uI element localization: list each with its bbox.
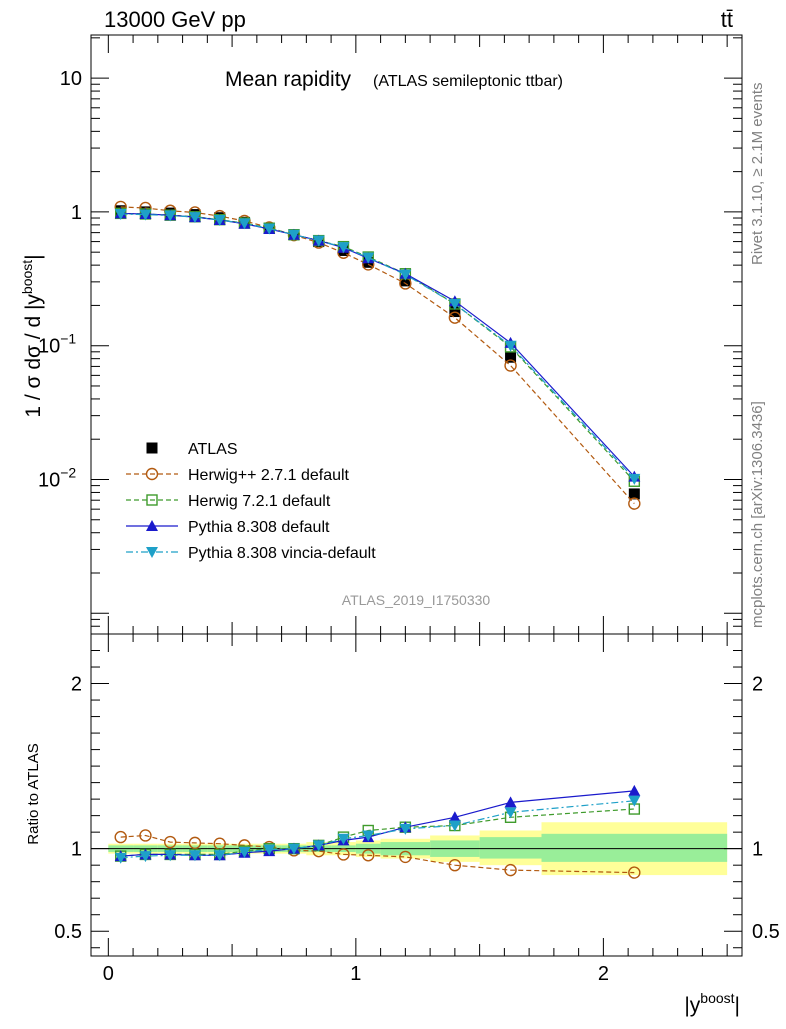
y-tick-label: 2 bbox=[71, 674, 82, 696]
data-point bbox=[238, 846, 251, 858]
process-label: tt̄ bbox=[721, 7, 733, 32]
data-point bbox=[312, 840, 325, 852]
legend-marker-1 bbox=[145, 467, 159, 481]
data-point bbox=[399, 823, 412, 835]
series-line-3 bbox=[120, 800, 635, 859]
x-tick-label: 1 bbox=[350, 963, 361, 985]
main-axis-ticks: 10 1 10−1 10−2 bbox=[38, 35, 742, 635]
y-tick-label: 10 bbox=[60, 68, 82, 90]
data-point bbox=[399, 850, 412, 864]
data-point bbox=[628, 497, 641, 510]
data-point bbox=[114, 208, 127, 220]
data-point bbox=[504, 359, 517, 372]
legend-label-1: Herwig++ 2.7.1 default bbox=[188, 467, 350, 484]
y-tick-label-right: 2 bbox=[752, 674, 763, 696]
data-point bbox=[213, 850, 226, 862]
data-point bbox=[263, 223, 276, 235]
data-point bbox=[213, 214, 226, 226]
y-tick-label: 1 bbox=[71, 202, 82, 224]
y-tick-label: 1 bbox=[71, 839, 82, 861]
legend-marker-0 bbox=[146, 442, 158, 454]
data-point bbox=[628, 866, 641, 879]
data-point bbox=[448, 858, 462, 872]
uncertainty-band-inner bbox=[541, 833, 728, 862]
rivet-label: Rivet 3.1.10, ≥ 2.1M events bbox=[749, 83, 766, 266]
legend-label-2: Herwig 7.2.1 default bbox=[188, 493, 331, 510]
data-point bbox=[164, 850, 177, 862]
data-point bbox=[628, 784, 641, 796]
data-point bbox=[448, 311, 462, 324]
main-subtitle: (ATLAS semileptonic ttbar) bbox=[373, 73, 563, 90]
data-point bbox=[188, 850, 201, 862]
data-point bbox=[628, 473, 641, 485]
ratio-axis-ticks: 2 2 1 1 0.5 0.5 0 1 2 bbox=[54, 634, 780, 985]
data-point bbox=[628, 795, 641, 807]
data-point bbox=[628, 488, 640, 500]
data-point bbox=[448, 820, 461, 832]
data-point bbox=[504, 863, 517, 877]
data-point bbox=[114, 830, 127, 844]
data-point bbox=[337, 848, 350, 861]
data-point bbox=[139, 209, 152, 221]
data-point bbox=[238, 218, 251, 230]
data-point bbox=[362, 849, 375, 862]
ratio-panel: 2 2 1 1 0.5 0.5 0 1 2 Ratio to ATLAS |yboost| bbox=[25, 633, 780, 1017]
mcplots-label: mcplots.cern.ch [arXiv:1306.3436] bbox=[749, 401, 766, 628]
data-point bbox=[164, 210, 177, 222]
data-point bbox=[139, 851, 152, 863]
data-point bbox=[164, 835, 177, 849]
y-tick-label-right: 0.5 bbox=[752, 921, 780, 943]
data-point bbox=[114, 852, 127, 864]
legend-label-0: ATLAS bbox=[188, 441, 238, 458]
data-point bbox=[263, 844, 276, 856]
series-line-4 bbox=[120, 213, 635, 480]
ratio-y-axis-label: Ratio to ATLAS bbox=[25, 743, 42, 844]
data-point bbox=[139, 829, 152, 842]
data-point bbox=[337, 242, 350, 254]
x-axis-label: |yboost| bbox=[684, 990, 740, 1017]
collision-label: 13000 GeV pp bbox=[104, 7, 246, 32]
data-point bbox=[362, 252, 375, 264]
data-point bbox=[399, 275, 411, 287]
data-point bbox=[504, 796, 517, 808]
uncertainty-band-inner bbox=[479, 837, 542, 859]
legend-marker-2 bbox=[146, 494, 158, 506]
x-tick-label: 0 bbox=[103, 963, 114, 985]
data-point bbox=[287, 843, 300, 855]
data-point bbox=[362, 830, 375, 842]
data-point bbox=[448, 298, 461, 310]
data-point bbox=[505, 351, 517, 363]
data-point bbox=[448, 811, 461, 823]
data-point bbox=[504, 340, 517, 352]
watermark: ATLAS_2019_I1750330 bbox=[342, 592, 491, 608]
y-tick-label-right: 1 bbox=[752, 839, 763, 861]
legend-marker-3 bbox=[146, 520, 158, 531]
y-tick-label: 10−2 bbox=[38, 464, 76, 491]
series-line-1 bbox=[120, 206, 635, 505]
main-plot-area bbox=[114, 200, 641, 510]
series-line-0 bbox=[120, 834, 635, 874]
main-panel: 10 1 10−1 10−2 Mean rapidity (ATLAS semilep… bbox=[19, 34, 743, 635]
data-point bbox=[188, 212, 201, 224]
main-title: Mean rapidity bbox=[225, 68, 352, 91]
legend-label-3: Pythia 8.308 default bbox=[188, 519, 330, 536]
ratio-plot-area bbox=[91, 784, 742, 879]
legend: ATLAS Herwig++ 2.7.1 default Herwig 7.2.1 … bbox=[126, 441, 376, 562]
data-point bbox=[399, 269, 412, 281]
ratio-frame bbox=[90, 633, 743, 957]
y-tick-label: 0.5 bbox=[54, 921, 82, 943]
main-y-axis-label: 1 / σ dσ / d |yboost| bbox=[19, 254, 45, 417]
data-point bbox=[312, 235, 325, 247]
x-tick-label: 2 bbox=[598, 963, 609, 985]
data-point bbox=[337, 833, 350, 845]
data-point bbox=[504, 807, 517, 819]
data-point bbox=[287, 229, 300, 241]
legend-label-4: Pythia 8.308 vincia-default bbox=[188, 545, 376, 562]
series-line-3 bbox=[120, 212, 635, 478]
y-tick-label: 10−1 bbox=[38, 331, 76, 358]
data-point bbox=[188, 836, 202, 850]
legend-marker-4 bbox=[146, 547, 158, 558]
